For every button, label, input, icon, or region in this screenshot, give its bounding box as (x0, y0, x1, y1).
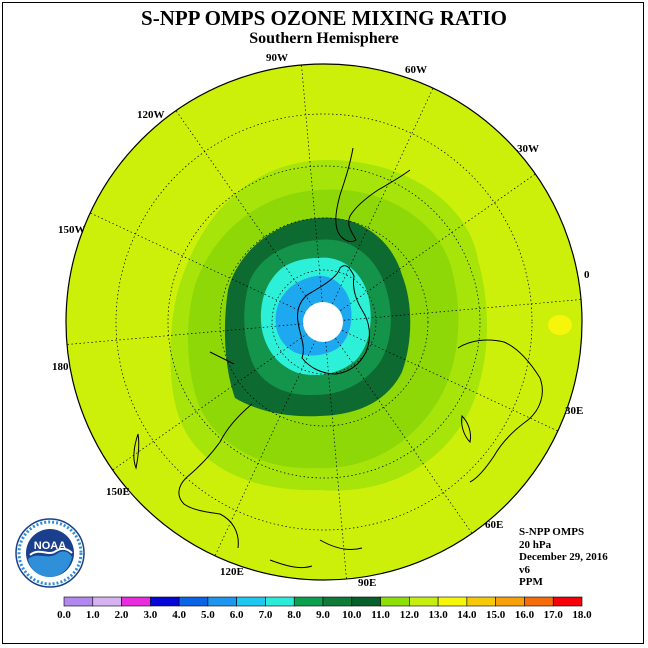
coastline-segment (457, 339, 543, 483)
longitude-label: 0 (584, 269, 590, 281)
colorbar-tick-label: 15.0 (486, 609, 506, 621)
colorbar-tick-label: 18.0 (572, 609, 592, 621)
colorbar-tick-label: 6.0 (229, 609, 244, 621)
colorbar-tick-label: 12.0 (399, 609, 419, 621)
coastlines (133, 147, 543, 569)
polar-data-gap (303, 302, 343, 342)
coastline-segment (133, 433, 140, 470)
longitude-label: 120E (220, 566, 244, 578)
coastline-segment (461, 414, 471, 444)
longitude-label: 150E (106, 486, 130, 498)
meridian-line (112, 321, 325, 471)
info-instrument: S-NPP OMPS (519, 526, 585, 538)
colorbar-tick-label: 17.0 (543, 609, 563, 621)
meridian-line (323, 173, 536, 323)
info-date: December 29, 2016 (519, 551, 608, 563)
longitude-label: 60E (485, 519, 504, 531)
latitude-circle (167, 165, 481, 479)
coastline-segment (319, 539, 363, 551)
colorbar-tick-label: 10.0 (342, 609, 362, 621)
longitude-label: 90E (358, 577, 377, 589)
map-info: S-NPP OMPS 20 hPa December 29, 2016 v6 P… (519, 526, 608, 589)
longitude-label: 60W (405, 64, 427, 76)
noaa-logo-text: NOAA (34, 540, 66, 552)
longitude-label: 150W (58, 224, 86, 236)
meridian-line (66, 321, 325, 345)
colorbar-tick-label: 1.0 (85, 609, 100, 621)
colorbar-tick-label: 0.0 (57, 609, 71, 621)
colorbar-tick-label: 14.0 (457, 609, 477, 621)
colorbar-tick-label: 5.0 (201, 609, 215, 621)
colorbar-tick-label: 2.0 (114, 609, 129, 621)
ozone-hotspot (548, 315, 572, 335)
longitude-label: 180 (52, 361, 69, 373)
meridian-line (175, 110, 325, 323)
colorbar-tick-label: 11.0 (371, 609, 390, 621)
globe-edge (65, 63, 583, 581)
meridian-line (301, 64, 325, 323)
latitude-circle (219, 217, 429, 427)
meridian-line (214, 321, 325, 556)
meridian-line (323, 88, 434, 323)
noaa-logo: NOAA (14, 517, 86, 594)
longitude-label: 120W (137, 109, 165, 121)
info-units: PPM (519, 576, 543, 588)
colorbar-tick-label: 4.0 (172, 609, 186, 621)
longitude-label: 90W (266, 52, 288, 64)
lat-lon-grid (66, 64, 582, 580)
meridian-line (323, 321, 558, 432)
coastline-segment (297, 265, 370, 375)
colorbar-tick-label: 7.0 (258, 609, 273, 621)
coastline-segment (209, 351, 235, 365)
coastline-segment (335, 147, 411, 243)
page-title: S-NPP OMPS OZONE MIXING RATIO (141, 6, 507, 30)
colorbar-tick-label: 13.0 (428, 609, 448, 621)
info-version: v6 (519, 563, 530, 576)
meridian-line (323, 321, 347, 580)
colorbar-tick-label: 16.0 (514, 609, 535, 621)
meridian-line (323, 299, 582, 323)
coastline-segment (178, 403, 253, 549)
latitude-circle (115, 113, 533, 531)
latitude-circle (271, 269, 377, 375)
longitude-label: 30E (565, 405, 584, 417)
page-subtitle: Southern Hemisphere (249, 30, 399, 47)
info-level: 20 hPa (519, 538, 552, 551)
longitude-label: 30W (517, 143, 539, 155)
coastline-segment (269, 559, 313, 569)
colorbar-tick-label: 8.0 (287, 609, 302, 621)
meridian-line (323, 321, 473, 534)
colorbar-tick-label: 3.0 (143, 609, 158, 621)
meridian-line (90, 212, 325, 323)
colorbar-tick-label: 9.0 (316, 609, 330, 621)
